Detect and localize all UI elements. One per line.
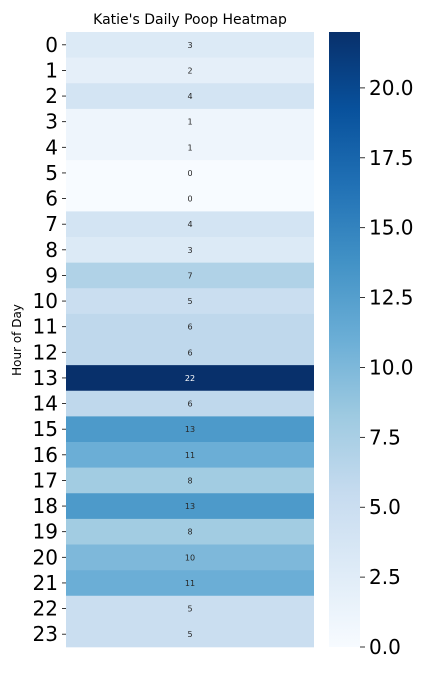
heatmap-cell xyxy=(66,32,314,58)
cell-value-label: 11 xyxy=(185,451,195,460)
row-tick-label: 7 xyxy=(45,212,58,236)
heatmap-cell xyxy=(66,160,314,187)
cell-value-label: 22 xyxy=(185,374,195,383)
heatmap-cell xyxy=(66,467,314,494)
y-axis-label: Hour of Day xyxy=(10,304,24,376)
row-tick-label: 0 xyxy=(45,33,58,57)
colorbar-tick-label: 0.0 xyxy=(369,635,401,659)
row-tick-label: 14 xyxy=(33,392,58,416)
heatmap-cell xyxy=(66,390,314,417)
heatmap-cell xyxy=(66,595,314,622)
heatmap-cell xyxy=(66,365,314,392)
row-tick-label: 23 xyxy=(33,622,58,646)
cell-value-label: 11 xyxy=(185,579,195,588)
cell-value-label: 5 xyxy=(187,297,192,306)
cell-value-label: 6 xyxy=(187,348,192,357)
row-tick-label: 6 xyxy=(45,187,58,211)
heatmap-cell xyxy=(66,339,314,366)
colorbar-tick-label: 20.0 xyxy=(369,76,414,100)
cell-value-label: 0 xyxy=(187,169,192,178)
cell-value-label: 10 xyxy=(185,553,195,562)
row-tick-label: 17 xyxy=(33,468,58,492)
heatmap-cell xyxy=(66,544,314,571)
row-tick-label: 5 xyxy=(45,161,58,185)
heatmap-cell xyxy=(66,570,314,597)
row-tick-label: 1 xyxy=(45,58,58,82)
heatmap-cell xyxy=(66,211,314,238)
row-tick-label: 20 xyxy=(33,545,58,569)
colorbar-gradient xyxy=(329,32,360,647)
cell-value-label: 13 xyxy=(185,502,195,511)
heatmap-cell xyxy=(66,262,314,289)
row-tick-label: 3 xyxy=(45,110,58,134)
cell-value-label: 13 xyxy=(185,425,195,434)
chart-title: Katie's Daily Poop Heatmap xyxy=(93,12,287,28)
cell-value-label: 6 xyxy=(187,323,192,332)
heatmap-cell xyxy=(66,621,314,648)
heatmap-cell xyxy=(66,134,314,161)
heatmap-cell xyxy=(66,442,314,468)
cell-value-label: 6 xyxy=(187,400,192,409)
cell-value-label: 1 xyxy=(187,143,192,152)
colorbar-tick-label: 15.0 xyxy=(369,216,414,240)
heatmap-cell xyxy=(66,83,314,110)
cell-value-label: 4 xyxy=(187,92,192,101)
colorbar-tick-label: 17.5 xyxy=(369,146,414,170)
heatmap-cell xyxy=(66,416,314,443)
colorbar-tick-label: 7.5 xyxy=(369,425,401,449)
cell-value-label: 7 xyxy=(187,271,192,280)
row-tick-label: 8 xyxy=(45,238,58,262)
row-tick-label: 2 xyxy=(45,84,58,108)
cell-value-label: 4 xyxy=(187,220,192,229)
heatmap-cell xyxy=(66,518,314,545)
heatmap-cell xyxy=(66,288,314,315)
cell-value-label: 3 xyxy=(187,41,192,50)
row-tick-label: 11 xyxy=(33,315,58,339)
row-tick-label: 4 xyxy=(45,135,58,159)
row-tick-label: 12 xyxy=(33,340,58,364)
colorbar: 0.0 2.5 5.0 7.5 10.0 12.5 15.0 17.5 20.0 xyxy=(329,32,414,659)
cell-value-label: 8 xyxy=(187,476,192,485)
heatmap-cell xyxy=(66,185,314,212)
cell-value-label: 5 xyxy=(187,630,192,639)
row-tick-label: 18 xyxy=(33,494,58,518)
heatmap-cell xyxy=(66,313,314,340)
cell-value-label: 1 xyxy=(187,118,192,127)
heatmap-cell xyxy=(66,108,314,135)
row-tick-label: 9 xyxy=(45,263,58,287)
cell-value-label: 3 xyxy=(187,246,192,255)
row-tick-label: 10 xyxy=(33,289,58,313)
heatmap-cell xyxy=(66,57,314,84)
colorbar-tick-label: 12.5 xyxy=(369,286,414,310)
row-tick-label: 21 xyxy=(33,571,58,595)
colorbar-tick-label: 2.5 xyxy=(369,565,401,589)
colorbar-tick-label: 10.0 xyxy=(369,355,414,379)
row-tick-label: 16 xyxy=(33,443,58,467)
row-tick-label: 22 xyxy=(33,597,58,621)
row-tick-label: 15 xyxy=(33,417,58,441)
cell-value-label: 2 xyxy=(187,66,192,75)
row-tick-label: 19 xyxy=(33,520,58,544)
cell-value-label: 0 xyxy=(187,195,192,204)
row-tick-label: 13 xyxy=(33,366,58,390)
heatmap-cell xyxy=(66,237,314,263)
cell-value-label: 5 xyxy=(187,605,192,614)
colorbar-tick-label: 5.0 xyxy=(369,495,401,519)
heatmap-cell xyxy=(66,493,314,520)
cell-value-label: 8 xyxy=(187,528,192,537)
